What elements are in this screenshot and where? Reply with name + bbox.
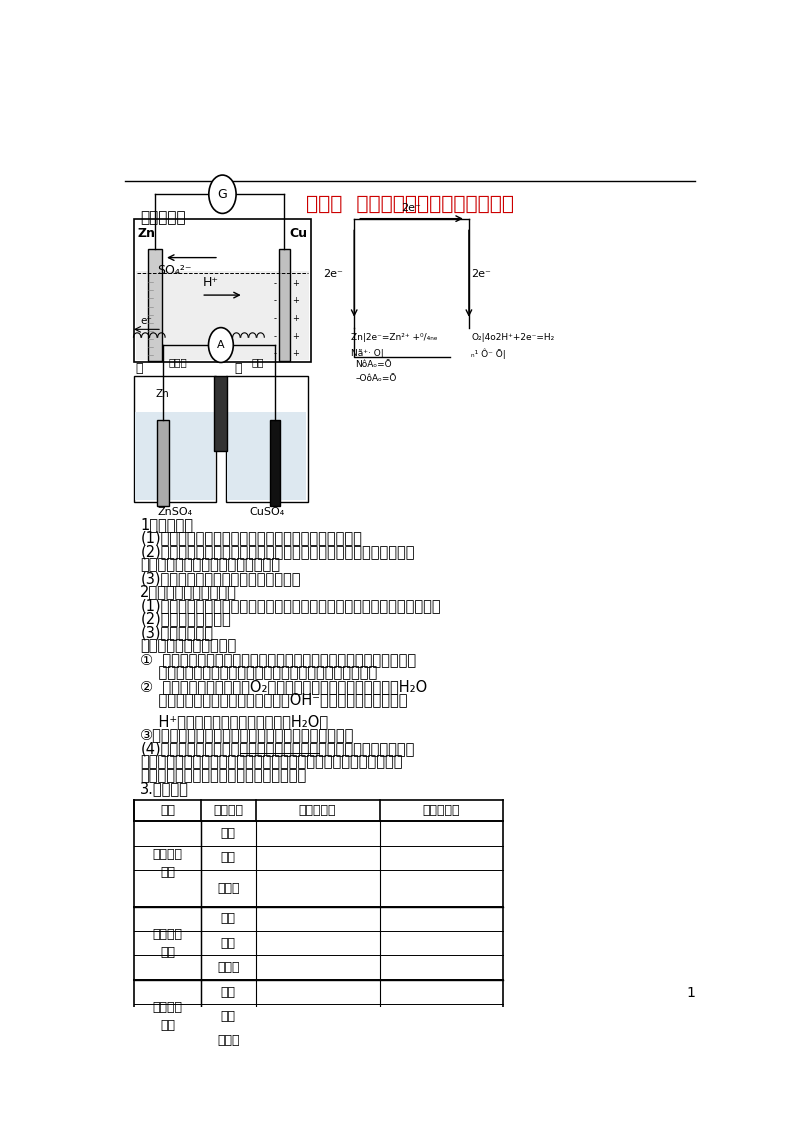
Text: +: +: [292, 314, 298, 323]
Text: -: -: [274, 332, 277, 341]
Bar: [270, 420, 280, 506]
Text: 正极: 正极: [221, 851, 236, 865]
Text: (3)导线将两电极连接，形成闭合回路。: (3)导线将两电极连接，形成闭合回路。: [140, 571, 301, 585]
Text: G: G: [218, 188, 227, 200]
Circle shape: [209, 175, 236, 214]
Text: Cu: Cu: [290, 228, 308, 240]
Text: +: +: [292, 332, 298, 341]
Text: 电极反应: 电极反应: [214, 804, 243, 817]
Bar: [278, 249, 290, 361]
Text: 2e⁻: 2e⁻: [402, 203, 422, 213]
Text: -: -: [274, 350, 277, 358]
Text: +: +: [292, 297, 298, 306]
Text: 正极: 正极: [221, 937, 236, 950]
Text: Nã⁺· O|: Nã⁺· O|: [351, 349, 384, 358]
Text: 氢氧燃料
电池: 氢氧燃料 电池: [153, 848, 182, 880]
Text: 负极: 负极: [221, 986, 236, 998]
Text: 3.燃料电池: 3.燃料电池: [140, 781, 189, 797]
Text: 程式。注意相加减时电子得失数目要相等。: 程式。注意相加减时电子得失数目要相等。: [140, 767, 306, 783]
Bar: [149, 249, 162, 361]
Text: 盐桥: 盐桥: [252, 358, 264, 368]
Text: ②  若正极上的反应物质是O₂，且电解质溶液为中性或碱性，则H₂O: ② 若正极上的反应物质是O₂，且电解质溶液为中性或碱性，则H₂O: [140, 679, 427, 694]
Bar: [157, 420, 169, 506]
Text: －: －: [135, 361, 143, 375]
Text: 酸性电解质: 酸性电解质: [299, 804, 336, 817]
Bar: [135, 412, 215, 500]
Text: e⁻: e⁻: [141, 316, 153, 326]
Text: (2)电解质溶液，电解质中阴离子向负极方向移动，阳离子向正极方向: (2)电解质溶液，电解质中阴离子向负极方向移动，阳离子向正极方向: [140, 543, 415, 559]
Text: 2．正确书写电极反应式: 2．正确书写电极反应式: [140, 584, 237, 599]
Text: -: -: [274, 314, 277, 323]
Bar: [134, 376, 216, 501]
Text: O₂|4o2H⁺+2e⁻=H₂: O₂|4o2H⁺+2e⁻=H₂: [471, 333, 554, 342]
Text: 共存，则该电解质溶液中的阴离子应该写入负极反应式；: 共存，则该电解质溶液中的阴离子应该写入负极反应式；: [140, 666, 378, 680]
Text: 电极反应式书写时注意：: 电极反应式书写时注意：: [140, 638, 237, 653]
Text: 应式，可以减去较易写出的电极反应式，从而写出较难书写的电极方: 应式，可以减去较易写出的电极反应式，从而写出较难书写的电极方: [140, 755, 403, 770]
Text: ₙ¹ Ô⁻ Ō|: ₙ¹ Ô⁻ Ō|: [471, 349, 506, 359]
Text: +: +: [292, 278, 298, 288]
Bar: [226, 376, 308, 501]
Text: 甲醇燃料
电池: 甲醇燃料 电池: [153, 1001, 182, 1032]
Text: NôAₒ=Ō: NôAₒ=Ō: [355, 360, 392, 369]
Text: (4)正负极反应式相加得到电池反应的总的化学方程式。若能写出总反: (4)正负极反应式相加得到电池反应的总的化学方程式。若能写出总反: [140, 741, 414, 756]
Text: 总反应: 总反应: [217, 882, 239, 894]
Text: 第五讲  电化学的核心知识和解题策略: 第五讲 电化学的核心知识和解题策略: [306, 195, 514, 214]
Text: ＋: ＋: [234, 361, 242, 375]
Text: –OôAₒ=Ō: –OôAₒ=Ō: [355, 375, 397, 383]
Text: 2e⁻: 2e⁻: [471, 268, 491, 278]
Text: 2e⁻: 2e⁻: [323, 268, 343, 278]
Text: 负极: 负极: [221, 826, 236, 840]
Text: SO₄²⁻: SO₄²⁻: [158, 264, 192, 276]
Text: 电流计: 电流计: [168, 358, 187, 368]
Text: 1．组成条件: 1．组成条件: [140, 516, 194, 532]
Text: CuSO₄: CuSO₄: [249, 507, 284, 517]
Text: -: -: [274, 297, 277, 306]
Text: (1)列出正、负电极上的反应物质，在等式的两边分别写出反应物和生成物。: (1)列出正、负电极上的反应物质，在等式的两边分别写出反应物和生成物。: [140, 598, 441, 612]
Text: 一、原电池: 一、原电池: [140, 209, 186, 225]
Text: 移动，阴阳离子定向移动成内电路。: 移动，阴阳离子定向移动成内电路。: [140, 557, 280, 573]
Text: ③电极反应式的书写必须遵循离子方程式的书写要求。: ③电极反应式的书写必须遵循离子方程式的书写要求。: [140, 728, 354, 743]
Text: 负极: 负极: [221, 912, 236, 925]
Bar: [226, 412, 306, 500]
Text: ZnSO₄: ZnSO₄: [158, 507, 193, 517]
Text: (2)标明电子的得失。: (2)标明电子的得失。: [140, 611, 231, 626]
Text: +: +: [292, 350, 298, 358]
Text: 总反应: 总反应: [217, 961, 239, 975]
Text: 正极: 正极: [221, 1010, 236, 1023]
Bar: [136, 271, 309, 360]
Text: 1: 1: [686, 986, 695, 1000]
Text: Zn: Zn: [156, 389, 170, 400]
Text: H⁺: H⁺: [203, 276, 219, 289]
Text: Zn|2e⁻=Zn²⁺ +⁰/₄ₙₑ: Zn|2e⁻=Zn²⁺ +⁰/₄ₙₑ: [351, 333, 438, 342]
Text: 必须写入正极反应式，且生成物为OH⁻，若电解液为酸性，则: 必须写入正极反应式，且生成物为OH⁻，若电解液为酸性，则: [140, 693, 408, 708]
Text: 甲烷燃料
电池: 甲烷燃料 电池: [153, 928, 182, 959]
Circle shape: [209, 327, 234, 362]
Text: (1)两个活泼性不同的电极，分别发生氧化和还原反应。: (1)两个活泼性不同的电极，分别发生氧化和还原反应。: [140, 530, 362, 546]
Text: 电池: 电池: [160, 804, 175, 817]
Text: Zn: Zn: [138, 228, 155, 240]
Bar: [134, 218, 310, 362]
Bar: [214, 376, 227, 452]
Text: 碱性电解质: 碱性电解质: [423, 804, 460, 817]
Text: 总反应: 总反应: [217, 1035, 239, 1047]
Text: -: -: [274, 278, 277, 288]
Text: A: A: [217, 340, 225, 350]
Text: (3)使质量守恒。: (3)使质量守恒。: [140, 625, 214, 640]
Text: H⁺必须写入反应式中，生成物为H₂O。: H⁺必须写入反应式中，生成物为H₂O。: [140, 714, 329, 729]
Text: ①  负极反应生成物的阳离子与电解质溶液中的阴离子是否共存。若不: ① 负极反应生成物的阳离子与电解质溶液中的阴离子是否共存。若不: [140, 652, 417, 667]
